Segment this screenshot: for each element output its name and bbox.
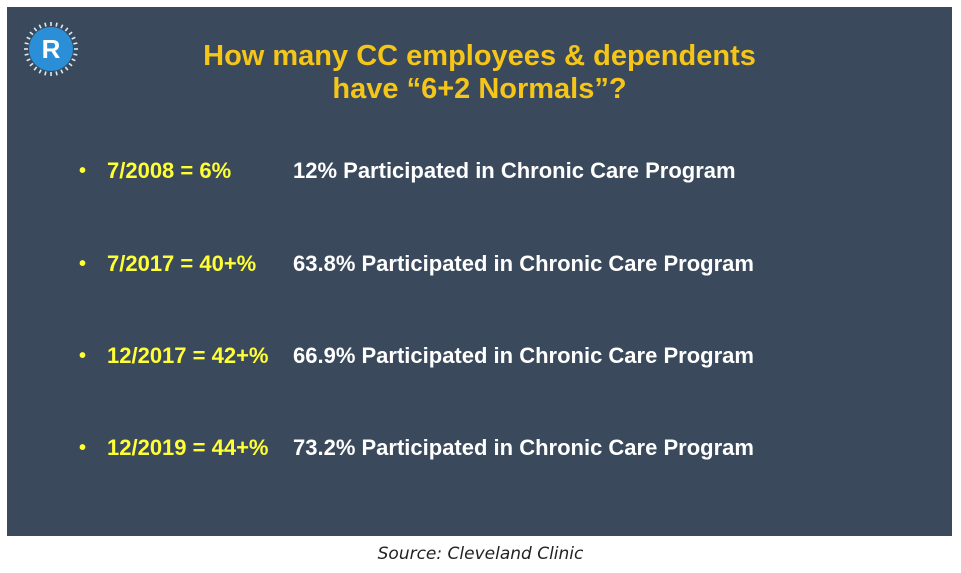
bullet-date: 12/2019 = 44+% bbox=[107, 435, 269, 460]
bullet-dot-icon: • bbox=[79, 160, 87, 182]
logo-icon: R bbox=[24, 22, 78, 76]
bullet-description: 63.8% Participated in Chronic Care Progr… bbox=[293, 251, 754, 276]
bullet-date: 7/2017 = 40+% bbox=[107, 251, 257, 276]
title-line-1: How many CC employees & dependents bbox=[203, 40, 756, 72]
bullet-description: 66.9% Participated in Chronic Care Progr… bbox=[293, 343, 754, 368]
source-caption: Source: Cleveland Clinic bbox=[377, 544, 584, 564]
bullet-list: • 7/2008 = 6% 12% Participated in Chroni… bbox=[7, 7, 952, 536]
bullet-date: 7/2008 = 6% bbox=[107, 158, 232, 183]
title-line-2: have “6+2 Normals”? bbox=[332, 73, 627, 105]
slide: R How many CC employees & dependents hav… bbox=[7, 7, 952, 536]
slide-title: How many CC employees & dependents have … bbox=[7, 40, 952, 106]
bullet-dot-icon: • bbox=[79, 437, 87, 459]
bullet-description: 73.2% Participated in Chronic Care Progr… bbox=[293, 435, 754, 460]
bullet-date: 12/2017 = 42+% bbox=[107, 343, 269, 368]
bullet-dot-icon: • bbox=[79, 253, 87, 275]
bullet-dot-icon: • bbox=[79, 345, 87, 367]
logo-letter: R bbox=[42, 34, 61, 64]
bullet-description: 12% Participated in Chronic Care Program bbox=[293, 158, 736, 183]
